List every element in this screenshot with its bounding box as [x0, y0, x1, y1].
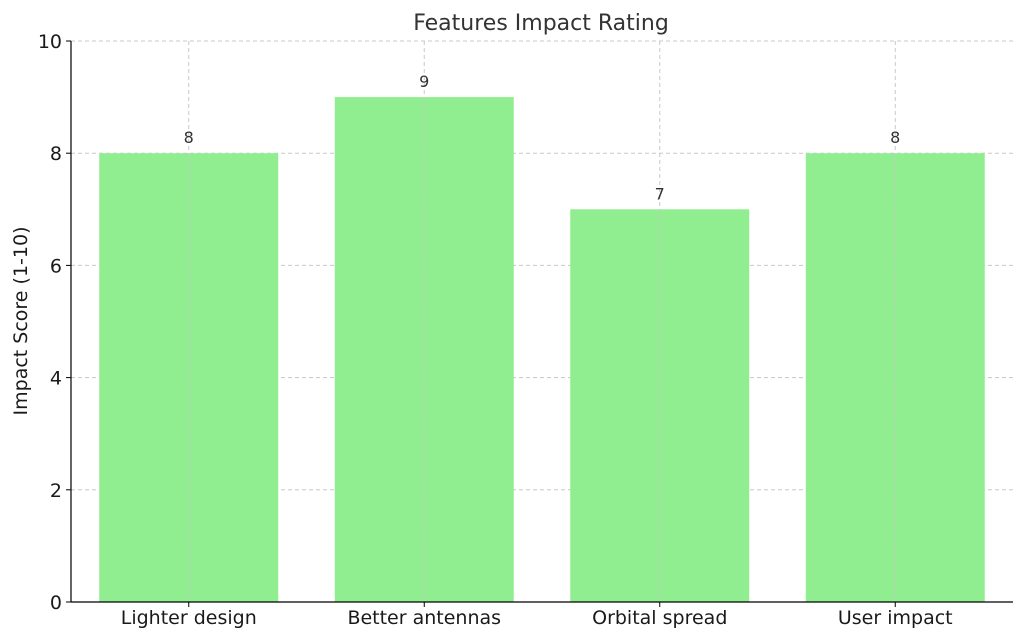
x-tick-label: Lighter design	[121, 607, 257, 629]
y-tick-label: 2	[50, 480, 62, 502]
chart-title: Features Impact Rating	[413, 11, 669, 36]
bar-value-label: 8	[184, 128, 194, 147]
y-tick-label: 0	[50, 592, 62, 614]
y-tick-label: 10	[38, 31, 62, 53]
bars-layer	[99, 97, 985, 603]
bar-value-label: 7	[655, 184, 665, 203]
x-tick-label: Orbital spread	[592, 607, 727, 629]
x-tick-label: User impact	[838, 607, 953, 629]
labels-layer: 0 2 4 6 8 10 Lighter design 8 Better antennas 9 Or…	[38, 31, 953, 629]
x-tick-label: Better antennas	[347, 607, 501, 629]
y-tick-label: 8	[50, 143, 62, 165]
y-tick-label: 4	[50, 368, 62, 390]
y-tick-label: 6	[50, 255, 62, 277]
bar-value-label: 9	[419, 72, 429, 91]
y-axis-title: Impact Score (1-10)	[10, 227, 32, 416]
axes-layer	[66, 40, 1013, 607]
bar-value-label: 8	[890, 128, 900, 147]
